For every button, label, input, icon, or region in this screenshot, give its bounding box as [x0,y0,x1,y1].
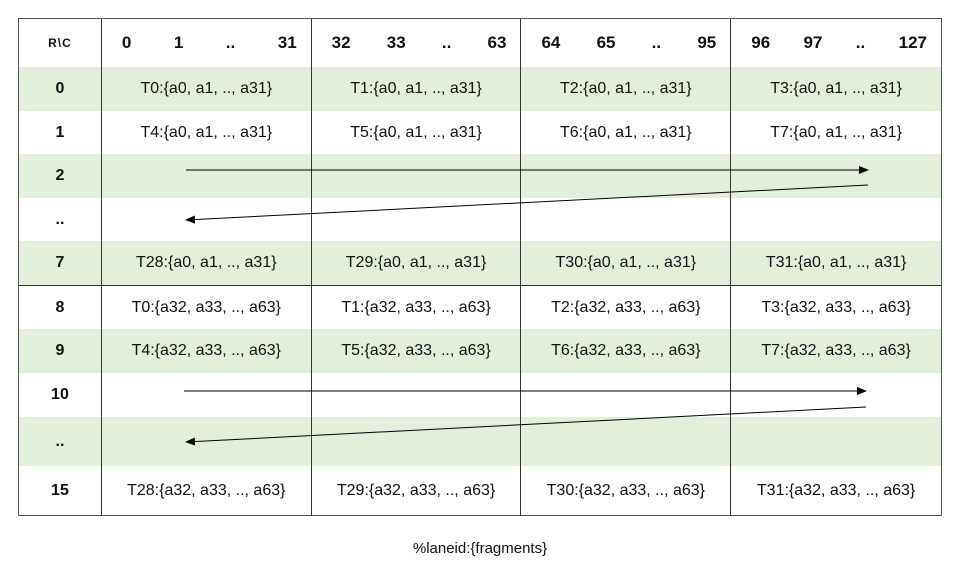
column-index: .. [855,33,866,52]
table-row: 0 T0:{a0, a1, .., a31} T1:{a0, a1, .., a31… [19,67,941,111]
column-index: 96 [751,33,771,52]
fragment-cell: T4:{a0, a1, .., a31} [102,111,312,154]
table-row: .. [19,417,941,466]
fragment-cell: T3:{a0, a1, .., a31} [770,80,902,97]
fragment-cell [312,417,522,466]
fragment-cell: T29:{a32, a33, .., a63} [312,466,522,516]
fragment-cell: T2:{a0, a1, .., a31} [521,67,732,111]
fragment-cell: T28:{a32, a33, .., a63} [102,466,312,516]
fragment-cell: T3:{a32, a33, .., a63} [761,299,911,316]
fragment-cell [521,198,732,241]
fragment-cell [731,198,941,241]
table-row: 1 T4:{a0, a1, .., a31} T5:{a0, a1, .., a31… [19,111,941,154]
table-row: 2 [19,154,941,198]
fragment-cell [731,154,941,198]
fragment-cell: T28:{a0, a1, .., a31} [102,241,312,285]
column-index: 33 [386,33,406,52]
column-index: .. [441,33,452,52]
column-index: 64 [541,33,561,52]
column-index: 65 [596,33,616,52]
row-label: 0 [19,67,102,111]
column-index: 95 [697,33,717,52]
fragment-cell: T1:{a32, a33, .., a63} [312,286,522,330]
fragment-cell [102,417,312,466]
column-group: 64 65.. 95 [521,19,732,67]
fragment-cell: T7:{a0, a1, .., a31} [770,123,902,141]
layout-table: R\C 0 1.. 31 32 33.. 63 64 65.. 95 96 97.. 127 0… [18,18,942,516]
fragment-cell [731,373,941,417]
fragment-cell [312,198,522,241]
fragment-cell: T30:{a32, a33, .., a63} [521,466,732,516]
column-group: 0 1.. 31 [102,19,312,67]
column-index: .. [225,33,236,52]
fragment-cell: T29:{a0, a1, .., a31} [312,241,522,285]
header-row: R\C 0 1.. 31 32 33.. 63 64 65.. 95 96 97.. 127 [19,19,941,68]
row-label: 10 [19,373,102,417]
row-label: 8 [19,286,102,330]
fragment-cell: T5:{a32, a33, .., a63} [312,329,522,373]
fragment-cell: T30:{a0, a1, .., a31} [521,241,732,285]
fragment-cell [102,154,312,198]
column-index: 31 [277,33,297,52]
fragment-cell: T31:{a32, a33, .., a63} [756,482,916,499]
fragment-cell [731,417,941,466]
fragment-cell: T31:{a0, a1, .., a31} [765,254,907,271]
fragment-cell: T7:{a32, a33, .., a63} [761,342,911,359]
fragment-cell: T4:{a32, a33, .., a63} [102,329,312,373]
fragment-cell [102,373,312,417]
row-label: 7 [19,241,102,285]
fragment-cell: T2:{a32, a33, .., a63} [521,286,732,330]
column-index: 1 [173,33,184,52]
row-label: 1 [19,111,102,154]
column-index: 127 [898,33,927,52]
row-label: 2 [19,154,102,198]
column-group: 96 97.. 127 [731,19,941,67]
fragment-cell: T6:{a32, a33, .., a63} [521,329,732,373]
row-label: .. [19,417,102,466]
table-row: 7 T28:{a0, a1, .., a31} T29:{a0, a1, .., a… [19,241,941,285]
column-index: 0 [121,33,132,52]
fragment-cell: T1:{a0, a1, .., a31} [312,67,522,111]
fragment-cell: T5:{a0, a1, .., a31} [312,111,522,154]
fragment-cell [312,373,522,417]
table-row: 8 T0:{a32, a33, .., a63} T1:{a32, a33, ..,… [19,285,941,330]
fragment-cell: T6:{a0, a1, .., a31} [521,111,732,154]
corner-label: R\C [19,19,102,67]
row-label: .. [19,198,102,241]
column-index: .. [651,33,662,52]
column-index: 63 [487,33,507,52]
fragment-cell: T0:{a32, a33, .., a63} [102,286,312,330]
table-row: 9 T4:{a32, a33, .., a63} T5:{a32, a33, ..,… [19,329,941,373]
fragment-cell [521,373,732,417]
fragment-cell [521,417,732,466]
row-label: 9 [19,329,102,373]
fragment-cell: T0:{a0, a1, .., a31} [102,67,312,111]
column-index: 32 [331,33,351,52]
row-label: 15 [19,466,102,516]
table-row: 15 T28:{a32, a33, .., a63} T29:{a32, a33, … [19,466,941,516]
column-group: 32 33.. 63 [312,19,522,67]
fragment-cell [102,198,312,241]
table-row: .. [19,198,941,241]
caption: %laneid:{fragments} [412,540,548,557]
table-row: 10 [19,373,941,417]
column-index: 97 [803,33,823,52]
fragment-cell [312,154,522,198]
fragment-cell [521,154,732,198]
